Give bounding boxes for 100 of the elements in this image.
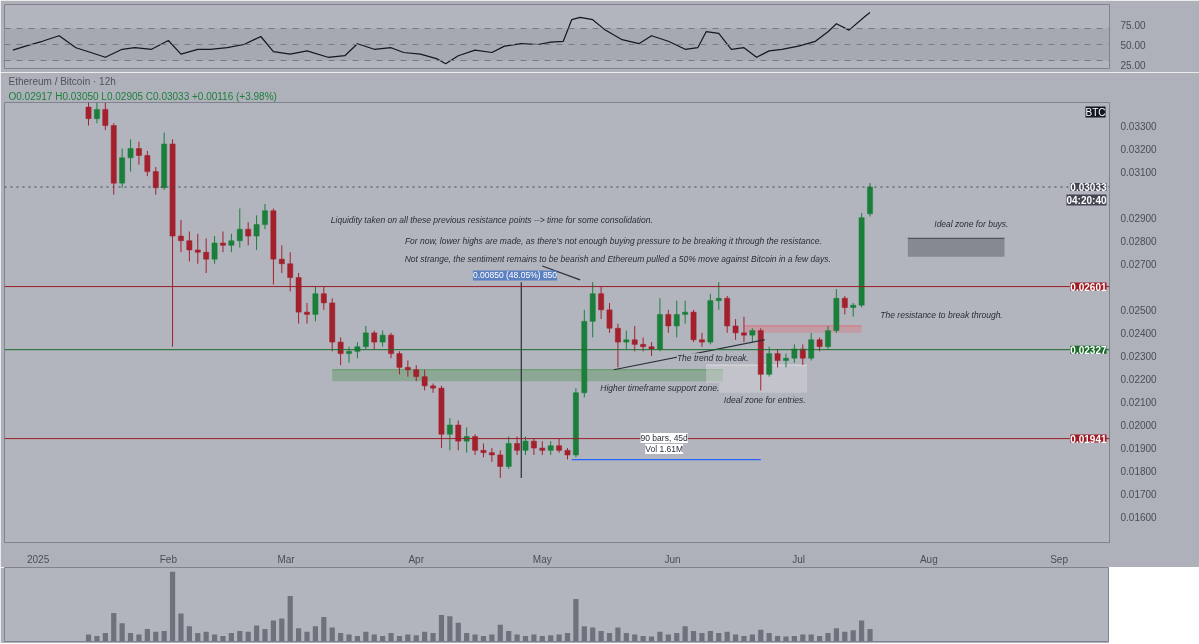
bar <box>690 631 697 642</box>
candlestick <box>203 237 210 274</box>
bar <box>514 634 520 642</box>
candlestick <box>152 166 159 196</box>
bar <box>111 612 117 642</box>
annotation: Higher timeframe support zone. <box>600 383 720 394</box>
y-axis-title: BTC <box>1085 106 1106 118</box>
y-tick-label: 0.03300 <box>1120 120 1158 132</box>
bar <box>136 634 142 642</box>
candlestick <box>362 325 369 350</box>
bar <box>228 633 234 642</box>
y-tick-label: 0.03100 <box>1120 166 1158 178</box>
candlestick <box>430 383 436 394</box>
bar <box>413 635 419 642</box>
candlestick <box>211 235 218 265</box>
candlestick <box>144 150 151 177</box>
bar <box>430 633 436 642</box>
bar <box>867 628 873 642</box>
x-tick-label: Feb <box>159 553 178 565</box>
candlestick <box>606 302 613 334</box>
candlestick <box>346 346 352 364</box>
y-tick-label: 0.03200 <box>1120 143 1158 155</box>
bar <box>783 636 789 642</box>
candlestick <box>388 332 394 359</box>
y-tick-label: 25.00 <box>1120 59 1146 71</box>
chart-subtitle: O0.02917 H0.03050 L0.02905 C0.03033 +0.00116 (+3.98%) <box>8 90 277 102</box>
annotation: The resistance to break through. <box>880 309 1003 320</box>
y-tick-label: 0.02500 <box>1120 304 1158 316</box>
bar <box>699 633 705 642</box>
candlestick <box>94 102 100 124</box>
x-tick-label: May <box>532 553 552 565</box>
y-tick-label: 0.01900 <box>1120 443 1158 455</box>
candlestick <box>194 233 201 265</box>
bar <box>564 633 571 642</box>
candlestick <box>228 233 235 253</box>
candlestick <box>774 348 781 368</box>
candlestick <box>841 295 848 315</box>
candlestick <box>245 221 252 246</box>
bar <box>623 633 629 642</box>
bar <box>556 634 562 642</box>
bar <box>186 626 192 642</box>
chart-title: Ethereum / Bitcoin · 12h <box>8 75 116 87</box>
bar <box>548 635 554 642</box>
candlestick <box>127 138 134 173</box>
bar <box>606 633 613 642</box>
ref-line-label: 0.01941 <box>1070 433 1107 445</box>
annotation: Liquidity taken on all these previous resistance points --> time for some consolidation. <box>330 214 653 225</box>
bar <box>682 626 688 642</box>
bar <box>102 633 108 642</box>
bar <box>262 628 268 642</box>
y-tick-label: 0.01600 <box>1120 512 1158 524</box>
y-tick-label: 75.00 <box>1120 19 1146 31</box>
annotation: 90 bars, 45d Vol 1.61M <box>640 433 689 454</box>
bar <box>195 633 201 642</box>
candlestick <box>102 102 109 131</box>
candlestick <box>497 449 504 479</box>
bar <box>447 616 453 642</box>
bar <box>169 571 176 642</box>
bar <box>220 635 226 642</box>
bar <box>119 623 125 642</box>
candlestick <box>766 346 773 378</box>
bar <box>237 631 243 642</box>
bar <box>296 628 302 642</box>
candlestick <box>783 353 789 368</box>
bar <box>674 633 680 642</box>
bar <box>833 628 840 642</box>
candlestick <box>615 323 621 368</box>
y-tick-label: 0.02000 <box>1120 420 1158 432</box>
bar <box>253 625 260 642</box>
x-tick-label: Jun <box>664 553 681 565</box>
candlestick <box>522 436 529 456</box>
annotation: Not strange, the sentiment remains to be bearish and Ethereum pulled a 50% move against Bitcoin in a few days. <box>404 254 831 265</box>
bar <box>346 634 352 642</box>
x-tick-label: Mar <box>277 553 296 565</box>
bar <box>497 624 503 642</box>
bar <box>94 635 100 642</box>
y-tick-label: 0.01800 <box>1120 466 1158 478</box>
bar <box>270 620 276 642</box>
candlestick <box>505 436 512 470</box>
x-tick-label: 2025 <box>26 553 50 565</box>
annotation: Ideal zone for entries. <box>723 394 806 405</box>
bar <box>161 631 167 642</box>
bar <box>127 633 134 642</box>
bar <box>279 618 285 642</box>
bar <box>144 628 150 642</box>
candlestick <box>220 231 226 253</box>
bar <box>825 633 831 642</box>
candlestick <box>312 286 319 322</box>
line-series <box>12 11 871 65</box>
bar <box>850 630 856 642</box>
y-tick-label: 0.01700 <box>1120 489 1158 501</box>
x-tick-label: Jul <box>792 553 805 565</box>
bar <box>338 633 344 642</box>
bar <box>615 627 621 642</box>
bar <box>766 633 772 642</box>
annotation: Ideal zone for buys. <box>934 219 1009 230</box>
y-tick-label: 0.02300 <box>1120 350 1158 362</box>
y-tick-label: 0.02700 <box>1120 258 1158 270</box>
annotation: For now, lower highs are made, as there's not enough buying pressure to be breaking it through the resistance. <box>404 235 822 246</box>
candlestick <box>799 343 806 366</box>
